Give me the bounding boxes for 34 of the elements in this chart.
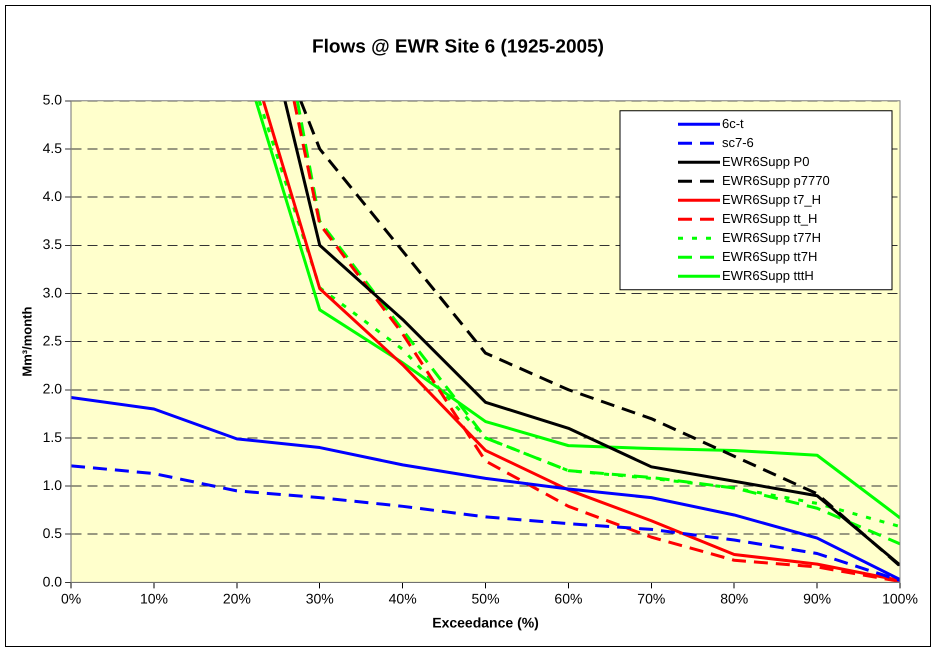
x-tick-label: 30% (306, 590, 334, 607)
x-tick-label: 60% (554, 590, 582, 607)
y-tick-label: 2.0 (42, 380, 62, 397)
x-axis-title: Exceedance (%) (432, 614, 539, 630)
legend-label: EWR6Supp t77H (722, 230, 821, 245)
x-tick-label: 70% (637, 590, 666, 607)
legend-label: EWR6Supp p7770 (722, 172, 830, 188)
legend-label: sc7-6 (722, 134, 754, 150)
legend-label: EWR6Supp t7_H (722, 192, 821, 207)
y-tick-label: 3.0 (42, 284, 62, 300)
legend-label: EWR6Supp P0 (722, 154, 810, 169)
y-tick-label: 5.0 (42, 92, 62, 108)
chart-title: Flows @ EWR Site 6 (1925-2005) (312, 36, 604, 58)
y-tick-label: 0.5 (42, 525, 62, 542)
y-tick-label: 4.0 (42, 188, 62, 204)
y-tick-label: 0.0 (42, 573, 62, 590)
y-axis-title: Mm³/month (19, 306, 34, 377)
x-tick-label: 10% (140, 590, 168, 607)
x-tick-label: 20% (222, 590, 251, 607)
y-tick-label: 3.5 (42, 236, 62, 252)
x-tick-label: 90% (803, 590, 832, 607)
legend-label: EWR6Supp tt7H (722, 248, 818, 264)
x-tick-label: 40% (388, 590, 417, 607)
x-tick-label: 0% (60, 590, 82, 607)
legend-label: 6c-t (722, 116, 744, 131)
y-tick-label: 1.5 (42, 428, 62, 445)
legend-label: EWR6Supp tt_H (722, 210, 818, 226)
x-tick-label: 100% (882, 590, 918, 607)
x-tick-label: 50% (472, 590, 500, 607)
y-tick-label: 1.0 (42, 476, 62, 493)
legend-label: EWR6Supp tttH (722, 268, 814, 283)
y-tick-label: 2.5 (42, 332, 62, 348)
x-tick-label: 80% (720, 590, 748, 607)
y-tick-label: 4.5 (42, 140, 62, 156)
